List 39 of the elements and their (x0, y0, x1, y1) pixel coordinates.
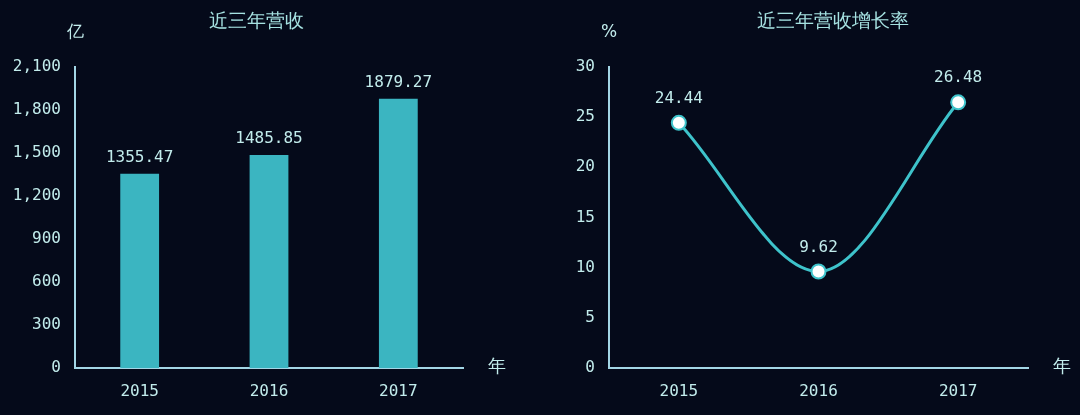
bar (378, 98, 418, 368)
y-tick-label: 1,500 (12, 142, 61, 162)
y-tick-label: 10 (575, 256, 595, 276)
y-tick-label: 5 (585, 306, 595, 326)
data-label: 1355.47 (105, 146, 174, 166)
y-tick-label: 15 (575, 206, 595, 226)
point (670, 114, 687, 131)
y-axis-title: % (600, 21, 618, 42)
y-tick-label: 900 (32, 228, 61, 248)
y-tick-label: 300 (32, 314, 61, 334)
point (810, 263, 827, 280)
y-tick-label: 1,200 (12, 185, 61, 205)
data-label: 9.62 (799, 236, 838, 256)
y-axis-title: 亿 (65, 21, 84, 42)
y-tick-label: 20 (575, 156, 595, 176)
x-tick-label: 2017 (379, 380, 418, 400)
y-tick-label: 30 (575, 56, 595, 76)
x-tick-label: 2016 (799, 380, 838, 400)
x-tick-label: 2015 (659, 380, 699, 400)
x-tick-label: 2017 (938, 380, 978, 400)
point (950, 94, 967, 111)
bar (120, 173, 160, 368)
x-axis-title: 年 (488, 354, 506, 376)
y-tick-label: 0 (585, 357, 595, 377)
data-label: 24.44 (654, 87, 703, 107)
y-tick-label: 25 (575, 106, 595, 126)
y-tick-label: 600 (32, 271, 61, 291)
chart-title: 近三年营收 (208, 8, 304, 31)
x-tick-label: 2016 (249, 380, 289, 400)
data-label: 1879.27 (364, 71, 433, 91)
bar (249, 155, 289, 368)
x-tick-label: 2015 (120, 380, 159, 400)
data-label: 26.48 (934, 67, 983, 87)
chart-title: 近三年营收增长率 (757, 8, 909, 31)
data-label: 1485.85 (235, 128, 303, 148)
y-tick-label: 0 (51, 357, 61, 377)
x-axis-title: 年 (1053, 354, 1071, 376)
y-tick-label: 2,100 (12, 56, 61, 76)
y-tick-label: 1,800 (12, 99, 61, 119)
